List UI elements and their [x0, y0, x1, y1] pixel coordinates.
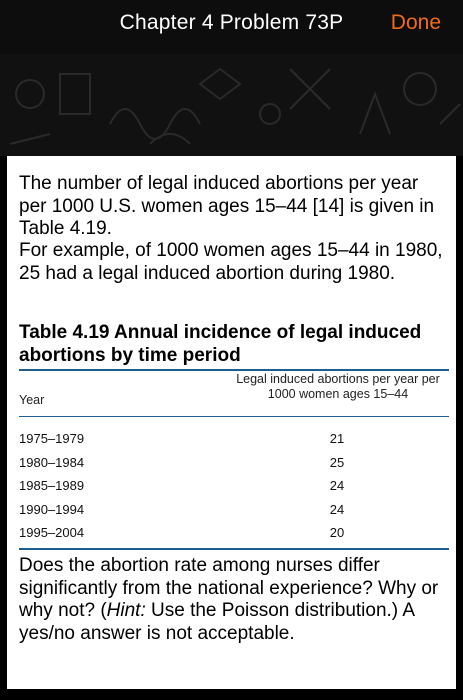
table-cell-value: 24 [329, 502, 345, 517]
table-header-rate: Legal induced abortions per year per 100… [236, 372, 440, 401]
table-cell-value: 25 [329, 455, 345, 470]
table-header-rule [19, 416, 449, 417]
table-cell-year: 1995–2004 [19, 525, 85, 540]
table-title: Table 4.19 Annual incidence of legal ind… [19, 322, 422, 366]
table-row: 1975–1979 21 [19, 431, 449, 451]
top-bar: Chapter 4 Problem 73P Done [0, 0, 463, 54]
table-bottom-rule [19, 548, 449, 550]
table-cell-year: 1980–1984 [19, 455, 85, 470]
table-cell-value: 20 [329, 525, 345, 540]
done-button[interactable]: Done [390, 11, 441, 34]
decorative-pattern-icon [9, 67, 461, 145]
problem-card: The number of legal induced abortions pe… [7, 156, 456, 689]
table-cell-value: 21 [329, 431, 345, 446]
question-text-end: Use the Poisson distribution.) A yes/no … [19, 600, 414, 644]
table-cell-year: 1985–1989 [19, 478, 85, 493]
page-title: Chapter 4 Problem 73P [119, 11, 344, 34]
table-row: 1980–1984 25 [19, 455, 449, 475]
question-text-start: Does the abortion rate among nurses diff… [19, 555, 439, 621]
hint-label: Hint: [106, 600, 146, 621]
table-cell-year: 1990–1994 [19, 502, 85, 517]
decorative-background [0, 54, 463, 156]
table-row: 1985–1989 24 [19, 478, 449, 498]
table-cell-value: 24 [329, 478, 345, 493]
table-cell-year: 1975–1979 [19, 431, 85, 446]
table-row: 1995–2004 20 [19, 525, 449, 545]
problem-paragraph-2: For example, of 1000 women ages 15–44 in… [19, 240, 443, 284]
table-top-rule [19, 369, 449, 371]
table-row: 1990–1994 24 [19, 502, 449, 522]
table-header-year: Year [19, 393, 45, 407]
problem-paragraph-3: Does the abortion rate among nurses diff… [19, 555, 449, 645]
problem-paragraph-1: The number of legal induced abortions pe… [19, 173, 435, 239]
